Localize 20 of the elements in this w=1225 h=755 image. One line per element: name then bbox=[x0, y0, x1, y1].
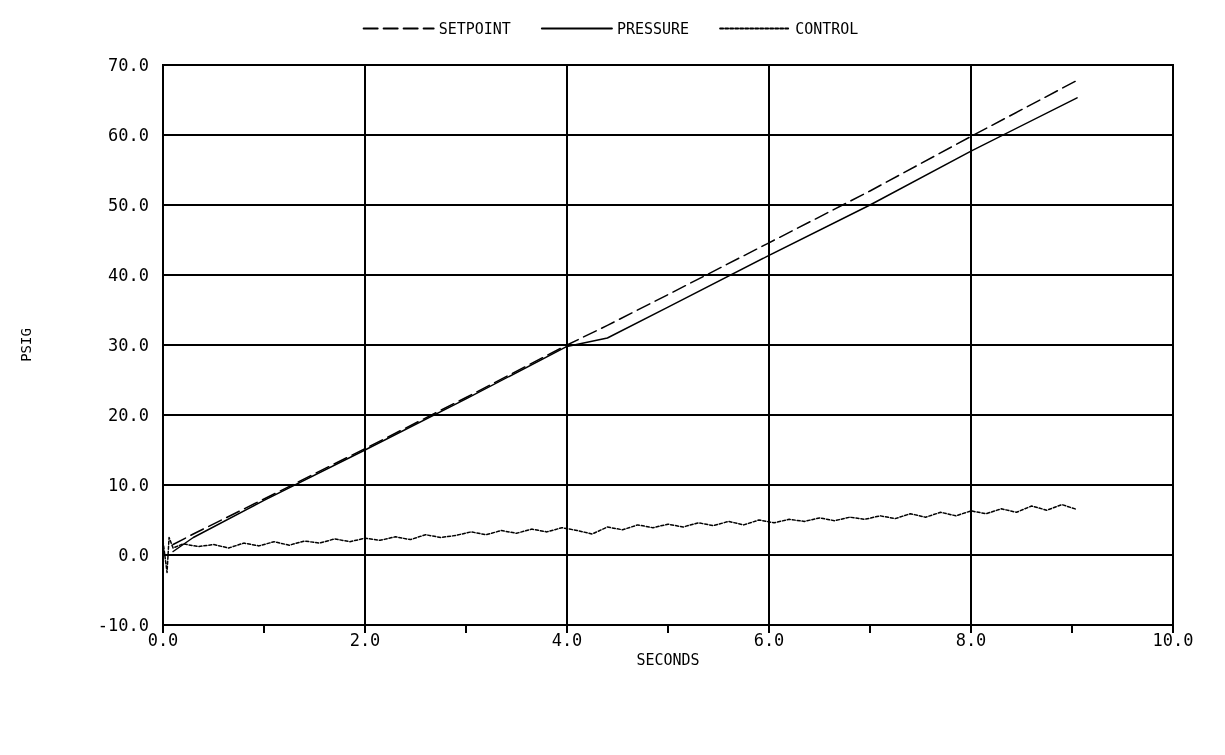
x-tick-label: 0.0 bbox=[147, 629, 179, 650]
y-axis-title: PSIG bbox=[18, 328, 34, 362]
legend-label: CONTROL bbox=[795, 19, 859, 38]
x-tick-label: 2.0 bbox=[349, 629, 381, 650]
x-tick-label: 6.0 bbox=[753, 629, 785, 650]
legend-label: SETPOINT bbox=[438, 19, 511, 38]
y-tick-label: 10.0 bbox=[108, 475, 149, 495]
x-tick-label: 10.0 bbox=[1152, 629, 1194, 650]
y-tick-label: -10.0 bbox=[97, 615, 149, 635]
y-tick-label: 30.0 bbox=[108, 335, 149, 355]
x-tick-label: 8.0 bbox=[955, 629, 987, 650]
y-tick-label: 70.0 bbox=[108, 55, 149, 75]
x-tick-label: 4.0 bbox=[551, 629, 583, 650]
y-tick-label: 40.0 bbox=[108, 265, 149, 285]
y-tick-label: 50.0 bbox=[108, 195, 149, 215]
y-tick-label: 60.0 bbox=[108, 125, 149, 145]
y-tick-label: 20.0 bbox=[108, 405, 149, 425]
y-tick-label: 0.0 bbox=[118, 545, 149, 565]
x-axis-title: SECONDS bbox=[636, 651, 700, 670]
legend-label: PRESSURE bbox=[616, 19, 690, 38]
